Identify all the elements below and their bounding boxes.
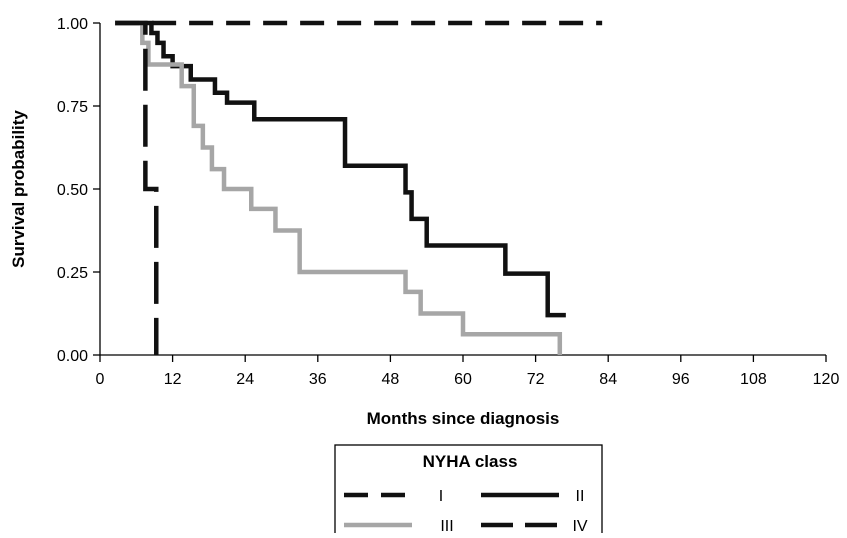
legend-label-iii: III: [440, 518, 453, 533]
y-tick-label: 0.00: [57, 348, 88, 365]
legend-title: NYHA class: [423, 452, 518, 471]
x-tick-label: 12: [164, 371, 182, 388]
x-tick-label: 72: [527, 371, 545, 388]
y-axis-title: Survival probability: [9, 110, 28, 268]
x-tick-label: 60: [454, 371, 472, 388]
axes-layer: 0 12 24 36 48 60 72 84 96 108 120 0.00 0.25 0.50 0.75 1…: [57, 16, 840, 388]
series-line-nyha-iii: [115, 20, 563, 355]
y-tick-label: 0.75: [57, 99, 88, 116]
x-axis-title: Months since diagnosis: [367, 409, 560, 428]
x-tick-label: 36: [309, 371, 327, 388]
series-layer: [115, 20, 603, 355]
legend-label-i: I: [439, 488, 443, 505]
legend-box: [334, 444, 603, 538]
labels-layer: Months since diagnosis Survival probabil…: [9, 110, 559, 428]
x-tick-label: 84: [599, 371, 617, 388]
x-tick-label: 24: [236, 371, 254, 388]
x-tick-label: 48: [382, 371, 400, 388]
x-tick-label: 108: [740, 371, 767, 388]
legend-label-iv: IV: [572, 518, 587, 533]
series-line-nyha-iv: [115, 20, 159, 355]
y-tick-label: 0.25: [57, 265, 88, 282]
x-tick-label: 96: [672, 371, 690, 388]
series-line-nyha-ii: [115, 20, 566, 318]
y-tick-label: 1.00: [57, 16, 88, 33]
x-tick-label: 120: [813, 371, 840, 388]
y-tick-label: 0.50: [57, 182, 88, 199]
x-tick-label: 0: [96, 371, 105, 388]
legend-label-ii: II: [576, 488, 585, 505]
